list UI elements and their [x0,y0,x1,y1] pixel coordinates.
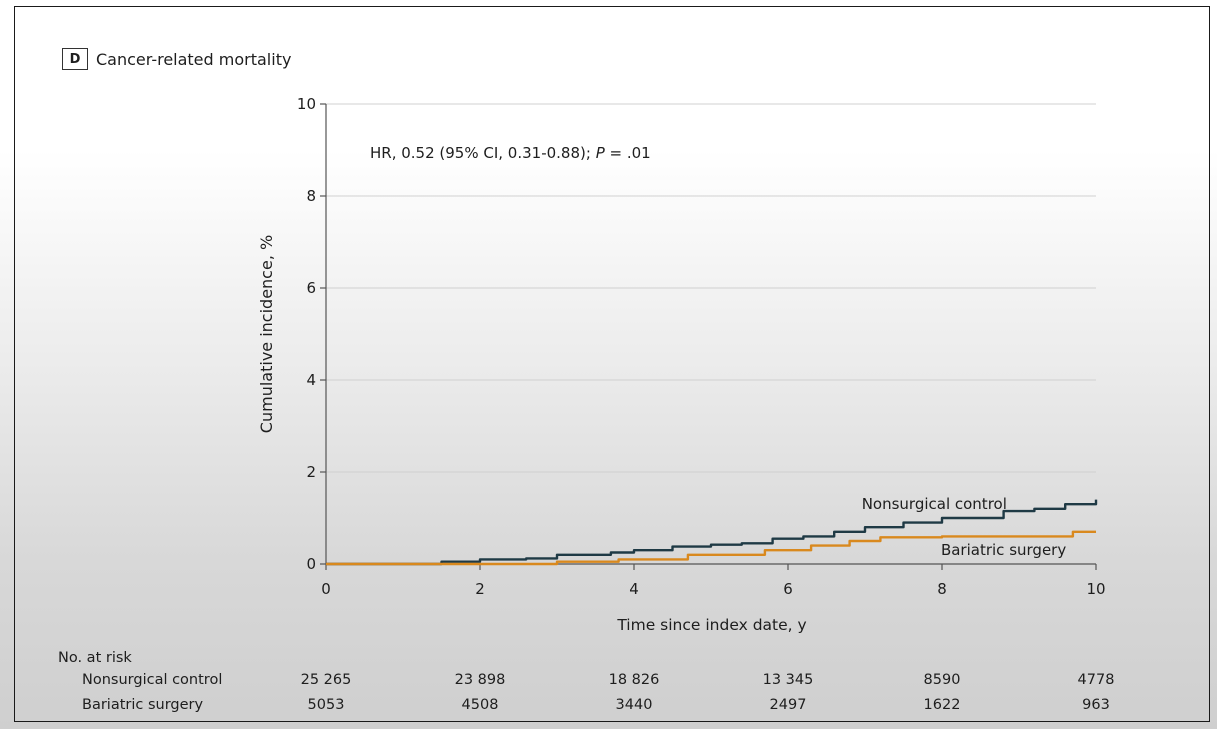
risk-cell: 3440 [615,697,653,713]
risk-cell: 1622 [923,697,961,713]
risk-cell: 2497 [769,697,807,713]
risk-cell: 963 [1082,697,1110,713]
axes: 0 2 4 6 8 10 0 2 4 6 8 10 [297,95,1106,598]
y-tick-label: 10 [297,95,316,113]
x-tick-label: 2 [475,580,485,598]
risk-table-title: No. at risk [58,650,132,666]
x-tick-label: 0 [321,580,331,598]
risk-cell: 4508 [461,697,499,713]
grid-lines [326,103,1096,473]
y-tick-label: 4 [306,371,316,389]
risk-cell: 4778 [1077,672,1115,688]
series-label: Bariatric surgery [941,541,1066,559]
x-tick-label: 8 [937,580,947,598]
x-tick-label: 4 [629,580,639,598]
y-tick-label: 8 [306,187,316,205]
x-axis-label: Time since index date, y [616,616,806,634]
y-tick-label: 2 [306,463,316,481]
risk-cell: 18 826 [608,672,660,688]
panel-title: Cancer-related mortality [96,49,292,69]
risk-cell: 8590 [923,672,961,688]
panel-letter-box: D [62,48,88,70]
risk-row-label: Bariatric surgery [82,697,204,713]
risk-cell: 13 345 [762,672,814,688]
x-tick-label: 10 [1086,580,1105,598]
y-tick-label: 0 [306,555,316,573]
y-tick-label: 6 [306,279,316,297]
series-line-bariatric-surgery [326,530,1096,566]
risk-cell: 23 898 [454,672,506,688]
risk-row-label: Nonsurgical control [82,672,223,688]
series-label: Nonsurgical control [862,495,1007,513]
risk-cell: 5053 [307,697,345,713]
panel-header: D Cancer-related mortality [62,48,291,70]
x-tick-label: 6 [783,580,793,598]
risk-cell: 25 265 [300,672,352,688]
figure-frame [14,6,1210,722]
series-lines: Nonsurgical control Bariatric surgery [326,495,1098,566]
y-axis-label: Cumulative incidence, % [257,235,276,433]
hazard-ratio-annotation: HR, 0.52 (95% CI, 0.31-0.88); P = .01 [370,144,651,162]
series-line-nonsurgical-control [326,499,1098,566]
